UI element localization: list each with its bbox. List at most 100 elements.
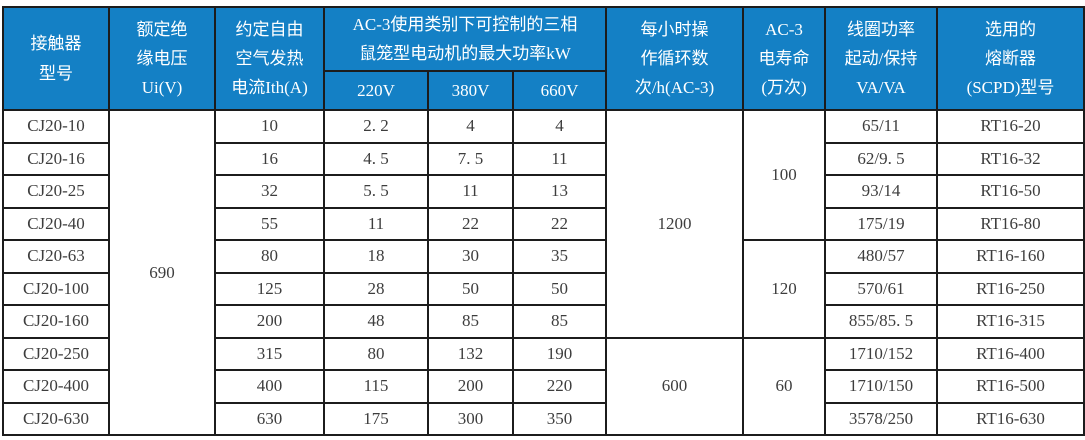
cell-life: 60 (742, 336, 826, 436)
header-row-top: 接触器 型号 额定绝 缘电压 Ui(V) 约定自由 空气发热 电流Ith(A) … (2, 6, 1085, 111)
cell-ith: 400 (214, 369, 325, 404)
table-row: CJ20-100 125 28 50 50 570/61 RT16-250 (2, 271, 1085, 306)
header-row-sub: 220V 380V 660V (3, 70, 1084, 111)
cell-kw380: 50 (427, 271, 514, 306)
table-row: CJ20-63 80 18 30 35 120 480/57 RT16-160 (2, 239, 1085, 339)
cell-cycles: 1200 (605, 109, 744, 339)
cell-ith: 80 (214, 239, 325, 274)
cell-kw220: 2. 2 (323, 109, 429, 144)
col-header-cycles-per-hour: 每小时操 作循环数 次/h(AC-3) (605, 6, 744, 111)
cell-kw220: 28 (323, 271, 429, 306)
col-header-ac3-power-group: AC-3使用类别下可控制的三相 鼠笼型电动机的最大功率kW (323, 6, 607, 72)
cell-coil: 3578/250 (824, 401, 938, 436)
cell-kw660: 13 (512, 174, 607, 209)
cell-kw660: 50 (512, 271, 607, 306)
contactor-spec-table: 接触器 型号 额定绝 缘电压 Ui(V) 约定自由 空气发热 电流Ith(A) … (2, 6, 1085, 436)
cell-ith: 630 (214, 401, 325, 436)
cell-fuse: RT16-315 (936, 304, 1085, 339)
cell-kw380: 300 (427, 401, 514, 436)
cell-ith: 200 (214, 304, 325, 339)
table-row: CJ20-16 16 4. 5 7. 5 11 62/9. 5 RT16-32 (2, 141, 1085, 176)
table-row: CJ20-250 315 80 132 190 600 60 1710/152 … (2, 336, 1085, 436)
cell-fuse: RT16-630 (936, 401, 1085, 436)
cell-ith: 55 (214, 206, 325, 241)
col-header-fuse: 选用的 熔断器 (SCPD)型号 (936, 6, 1085, 111)
cell-kw660: 22 (512, 206, 607, 241)
cell-fuse: RT16-400 (936, 336, 1085, 371)
cell-kw380: 22 (427, 206, 514, 241)
cell-kw220: 80 (323, 336, 429, 371)
cell-model: CJ20-250 (2, 336, 110, 371)
cell-fuse: RT16-80 (936, 206, 1085, 241)
cell-kw660: 11 (512, 141, 607, 176)
cell-fuse: RT16-160 (936, 239, 1085, 274)
col-header-thermal-current: 约定自由 空气发热 电流Ith(A) (214, 6, 325, 111)
table-row: CJ20-400 400 115 200 220 1710/150 RT16-5… (2, 369, 1085, 404)
cell-ith: 16 (214, 141, 325, 176)
cell-kw380: 200 (427, 369, 514, 404)
cell-kw220: 115 (323, 369, 429, 404)
col-header-coil-power: 线圈功率 起动/保持 VA/VA (824, 6, 938, 111)
cell-ith: 32 (214, 174, 325, 209)
table-row: CJ20-630 630 175 300 350 3578/250 RT16-6… (2, 401, 1085, 436)
cell-life: 120 (742, 239, 826, 339)
cell-model: CJ20-25 (2, 174, 110, 209)
cell-model: CJ20-160 (2, 304, 110, 339)
col-header-insulation-voltage: 额定绝 缘电压 Ui(V) (108, 6, 216, 111)
cell-kw380: 4 (427, 109, 514, 144)
cell-coil: 62/9. 5 (824, 141, 938, 176)
cell-kw220: 175 (323, 401, 429, 436)
cell-coil: 855/85. 5 (824, 304, 938, 339)
cell-kw220: 4. 5 (323, 141, 429, 176)
cell-kw380: 30 (427, 239, 514, 274)
cell-kw380: 132 (427, 336, 514, 371)
col-header-ac3-life: AC-3 电寿命 (万次) (742, 6, 826, 111)
cell-fuse: RT16-32 (936, 141, 1085, 176)
cell-kw220: 5. 5 (323, 174, 429, 209)
table-row: CJ20-160 200 48 85 85 855/85. 5 RT16-315 (2, 304, 1085, 339)
cell-coil: 175/19 (824, 206, 938, 241)
cell-kw660: 220 (512, 369, 607, 404)
cell-coil: 1710/150 (824, 369, 938, 404)
cell-kw220: 11 (323, 206, 429, 241)
cell-model: CJ20-630 (2, 401, 110, 436)
cell-kw660: 4 (512, 109, 607, 144)
cell-kw660: 350 (512, 401, 607, 436)
cell-model: CJ20-100 (2, 271, 110, 306)
cell-insulation-voltage: 690 (108, 109, 216, 436)
table-row: CJ20-40 55 11 22 22 175/19 RT16-80 (2, 206, 1085, 241)
cell-ith: 125 (214, 271, 325, 306)
cell-kw220: 18 (323, 239, 429, 274)
cell-coil: 570/61 (824, 271, 938, 306)
col-header-220v: 220V (323, 70, 429, 111)
cell-ith: 10 (214, 109, 325, 144)
cell-coil: 93/14 (824, 174, 938, 209)
cell-fuse: RT16-50 (936, 174, 1085, 209)
cell-ith: 315 (214, 336, 325, 371)
cell-kw380: 7. 5 (427, 141, 514, 176)
cell-model: CJ20-63 (2, 239, 110, 274)
cell-coil: 65/11 (824, 109, 938, 144)
cell-kw660: 35 (512, 239, 607, 274)
cell-kw660: 85 (512, 304, 607, 339)
col-header-660v: 660V (512, 70, 607, 111)
cell-kw660: 190 (512, 336, 607, 371)
cell-fuse: RT16-20 (936, 109, 1085, 144)
col-header-380v: 380V (427, 70, 514, 111)
cell-model: CJ20-400 (2, 369, 110, 404)
cell-cycles: 600 (605, 336, 744, 436)
cell-fuse: RT16-500 (936, 369, 1085, 404)
cell-model: CJ20-40 (2, 206, 110, 241)
col-header-model: 接触器 型号 (2, 6, 110, 111)
cell-life: 100 (742, 109, 826, 241)
cell-kw380: 11 (427, 174, 514, 209)
cell-kw380: 85 (427, 304, 514, 339)
table-row: CJ20-10 690 10 2. 2 4 4 1200 100 65/11 R… (2, 109, 1085, 436)
cell-model: CJ20-10 (2, 109, 110, 144)
spec-table: 接触器 型号 额定绝 缘电压 Ui(V) 约定自由 空气发热 电流Ith(A) … (2, 6, 1085, 436)
cell-fuse: RT16-250 (936, 271, 1085, 306)
cell-kw220: 48 (323, 304, 429, 339)
cell-coil: 480/57 (824, 239, 938, 274)
table-row: CJ20-25 32 5. 5 11 13 93/14 RT16-50 (2, 174, 1085, 209)
cell-coil: 1710/152 (824, 336, 938, 371)
